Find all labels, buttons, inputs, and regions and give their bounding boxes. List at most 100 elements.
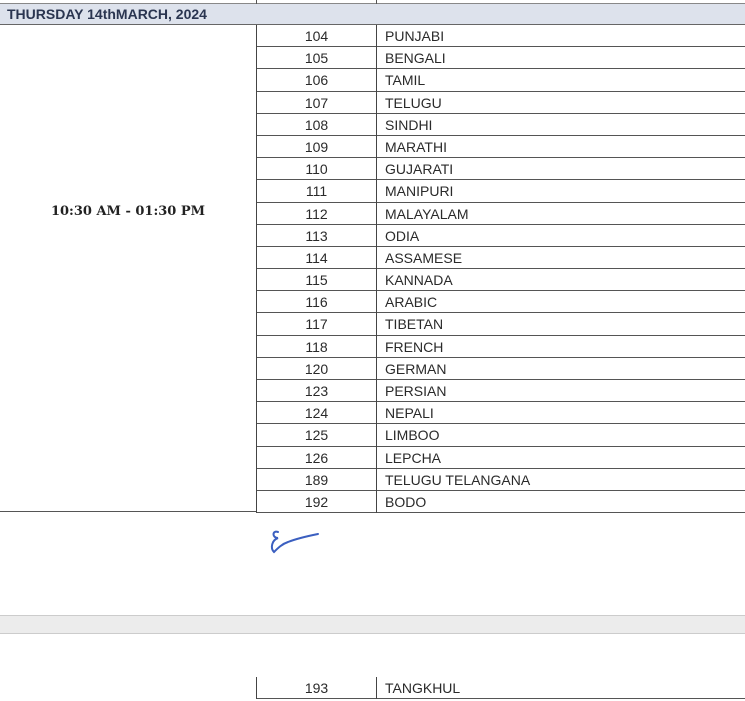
table-row: 192 BODO: [257, 490, 745, 514]
subject-name: GUJARATI: [385, 161, 454, 178]
column-divider: [376, 490, 377, 514]
subject-code: 123: [304, 383, 329, 399]
column-divider: [376, 357, 377, 380]
subject-code: 108: [304, 116, 329, 133]
subject-name: TIBETAN: [385, 316, 444, 333]
subject-name: LIMBOO: [385, 427, 440, 444]
column-divider: [376, 269, 377, 292]
table-row: 126 LEPCHA: [257, 446, 745, 469]
table-row: 193 TANGKHUL: [257, 677, 745, 699]
column-divider: [376, 446, 377, 469]
subject-name: ODIA: [385, 227, 420, 244]
date-heading: THURSDAY 14thMARCH, 2024: [7, 6, 207, 22]
column-divider: [376, 313, 377, 336]
table-row: 113 ODIA: [257, 224, 745, 247]
table-row: 108 SINDHI: [257, 113, 745, 136]
table-row: 114 ASSAMESE: [257, 246, 745, 270]
subject-code: 106: [304, 72, 329, 89]
column-divider: [376, 224, 377, 247]
table-row: 117 TIBETAN: [257, 313, 745, 336]
subject-code: 115: [305, 272, 328, 289]
top-border: [0, 0, 745, 4]
subject-code: 113: [305, 227, 328, 244]
column-divider: [376, 47, 377, 70]
page-break: [0, 615, 745, 634]
column-divider: [376, 291, 377, 314]
subject-code: 116: [305, 294, 328, 311]
subject-code: 126: [304, 449, 329, 466]
subject-code: 109: [304, 138, 329, 155]
subject-code: 112: [305, 205, 328, 222]
subject-name: PUNJABI: [385, 28, 445, 44]
subject-name: BENGALI: [385, 50, 446, 67]
table-row: 109 MARATHI: [257, 135, 745, 159]
subject-code: 120: [304, 360, 329, 377]
subject-name: TELUGU: [385, 94, 442, 111]
subject-code: 107: [304, 94, 329, 111]
table-row: 111 MANIPURI: [257, 180, 745, 203]
subject-code: 114: [305, 249, 328, 266]
table-row: 123 PERSIAN: [257, 380, 745, 403]
column-divider: [376, 91, 377, 114]
table-row: 110 GUJARATI: [257, 158, 745, 181]
subject-code: 118: [305, 338, 328, 355]
column-divider: [376, 25, 377, 48]
subjects-table-continued: 193 TANGKHUL: [256, 677, 745, 699]
table-row: 107 TELUGU: [257, 91, 745, 114]
table-row: 124 NEPALI: [257, 402, 745, 425]
column-divider: [376, 158, 377, 181]
subject-name: FRENCH: [385, 338, 444, 355]
document-page: THURSDAY 14thMARCH, 2024 10:30 AM - 01:3…: [0, 0, 745, 554]
subject-name: MALAYALAM: [385, 205, 469, 222]
subject-name: LEPCHA: [385, 449, 442, 466]
subject-code: 189: [304, 471, 329, 488]
subject-name: KANNADA: [385, 272, 453, 289]
table-row: 105 BENGALI: [257, 47, 745, 70]
table-row: 106 TAMIL: [257, 69, 745, 92]
divider: [256, 0, 257, 4]
table-row: 125 LIMBOO: [257, 424, 745, 447]
column-divider: [376, 180, 377, 203]
column-divider: [376, 424, 377, 447]
signature: [270, 530, 319, 554]
subject-name: TAMIL: [385, 72, 426, 89]
table-row: 120 GERMAN: [257, 357, 745, 380]
column-divider: [376, 677, 377, 699]
subject-code: 192: [304, 493, 329, 510]
subject-code: 110: [305, 161, 328, 178]
column-divider: [376, 402, 377, 425]
column-divider: [376, 135, 377, 159]
subject-code: 125: [304, 427, 329, 444]
table-row: 112 MALAYALAM: [257, 202, 745, 225]
column-divider: [376, 468, 377, 491]
table-bottom-border: [0, 511, 256, 512]
subject-name: TANGKHUL: [385, 680, 461, 696]
column-divider: [376, 113, 377, 136]
subject-name: PERSIAN: [385, 383, 447, 399]
table-row: 189 TELUGU TELANGANA: [257, 468, 745, 491]
table-row: 115 KANNADA: [257, 269, 745, 292]
table-row: 116 ARABIC: [257, 291, 745, 314]
session-time: 10:30 AM - 01:30 PM: [50, 204, 206, 219]
subject-name: TELUGU TELANGANA: [385, 471, 531, 488]
subject-name: ARABIC: [385, 294, 438, 311]
subject-code: 104: [304, 28, 329, 44]
subjects-table: 104 PUNJABI 105 BENGALI 106 TAMIL 107 TELUGU 108…: [256, 25, 745, 514]
subject-code: 105: [304, 50, 329, 67]
date-header: THURSDAY 14thMARCH, 2024: [0, 4, 745, 25]
divider: [376, 0, 377, 4]
subject-name: BODO: [385, 493, 427, 510]
subject-name: NEPALI: [385, 405, 434, 422]
column-divider: [376, 246, 377, 270]
table-row: 118 FRENCH: [257, 335, 745, 358]
column-divider: [376, 335, 377, 358]
column-divider: [376, 380, 377, 403]
subject-name: SINDHI: [385, 116, 433, 133]
column-divider: [376, 69, 377, 92]
subject-code: 111: [305, 183, 328, 200]
subject-name: MARATHI: [385, 138, 447, 155]
column-divider: [376, 202, 377, 225]
table-row: 104 PUNJABI: [257, 25, 745, 48]
subject-code: 117: [305, 316, 328, 333]
subject-code: 124: [304, 405, 329, 422]
